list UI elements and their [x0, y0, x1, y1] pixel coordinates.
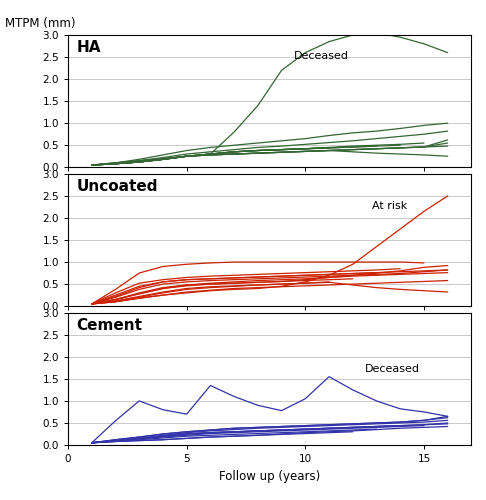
Text: Cement: Cement: [76, 318, 142, 333]
Text: At risk: At risk: [372, 202, 407, 211]
Text: Deceased: Deceased: [364, 364, 419, 374]
X-axis label: Follow up (years): Follow up (years): [219, 470, 320, 482]
Text: HA: HA: [76, 40, 101, 56]
Text: Uncoated: Uncoated: [76, 179, 158, 194]
Text: MTPM (mm): MTPM (mm): [5, 18, 75, 30]
Text: Deceased: Deceased: [294, 52, 348, 62]
